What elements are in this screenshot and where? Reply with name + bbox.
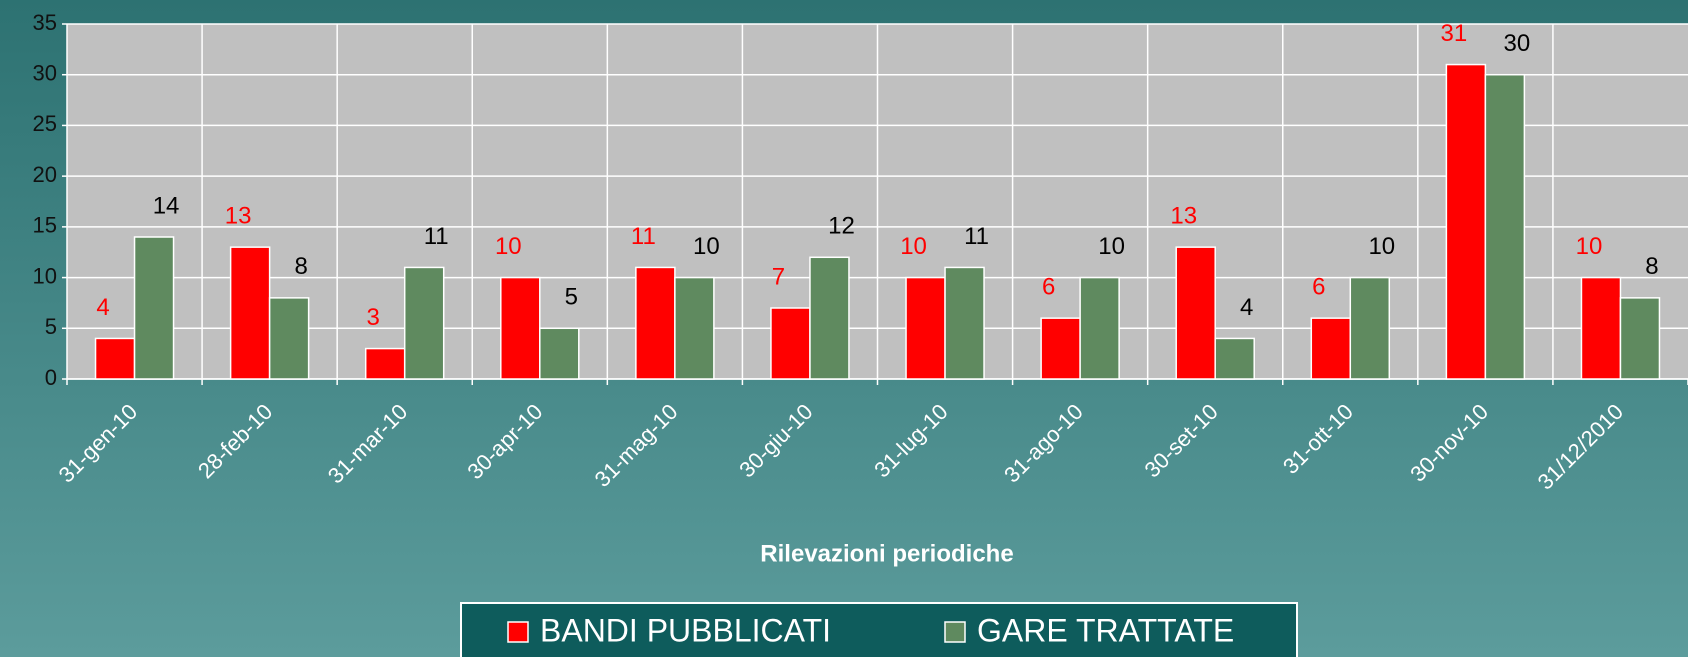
bar <box>364 347 406 380</box>
bar <box>1484 73 1526 380</box>
data-label: 4 <box>1240 294 1253 321</box>
data-label: 6 <box>1312 273 1325 300</box>
data-label: 13 <box>225 202 252 229</box>
y-tick-label: 25 <box>33 111 57 136</box>
data-label: 31 <box>1441 20 1468 47</box>
data-label: 6 <box>1042 273 1055 300</box>
data-label: 11 <box>964 223 989 250</box>
bar <box>268 297 310 380</box>
data-label: 12 <box>828 213 855 240</box>
y-tick-label: 30 <box>33 61 57 86</box>
x-axis-title: Rilevazioni periodiche <box>760 540 1013 567</box>
bar <box>1079 276 1120 380</box>
bar <box>1349 276 1391 380</box>
data-label: 14 <box>153 192 180 219</box>
data-label: 5 <box>565 284 578 311</box>
y-tick-label: 10 <box>33 263 57 288</box>
data-label: 10 <box>1098 233 1125 260</box>
bar <box>809 256 850 380</box>
y-tick-label: 15 <box>33 213 57 238</box>
bar <box>1040 317 1081 380</box>
legend-label: GARE TRATTATE <box>977 612 1234 648</box>
data-label: 4 <box>96 294 109 321</box>
data-label: 10 <box>1368 233 1395 260</box>
bar <box>905 276 946 380</box>
data-label: 3 <box>367 304 380 331</box>
bar <box>94 337 136 380</box>
data-label: 30 <box>1504 30 1531 57</box>
bar <box>500 276 541 380</box>
legend-swatch <box>507 621 529 643</box>
bar <box>1214 337 1255 380</box>
y-tick-label: 0 <box>45 365 57 390</box>
data-label: 8 <box>1645 253 1658 280</box>
y-tick-label: 20 <box>33 162 57 187</box>
bar <box>403 266 445 380</box>
legend-label: BANDI PUBBLICATI <box>540 612 831 648</box>
data-label: 11 <box>424 223 449 250</box>
bar <box>229 246 271 380</box>
data-label: 10 <box>495 233 522 260</box>
bar <box>539 327 580 380</box>
bar <box>1580 276 1622 380</box>
bar <box>1175 246 1216 380</box>
bar <box>1445 63 1487 380</box>
bar <box>1619 297 1661 380</box>
data-label: 10 <box>900 233 927 260</box>
bar <box>674 276 715 380</box>
bar <box>635 266 676 380</box>
data-label: 10 <box>693 233 720 260</box>
bar <box>770 307 811 380</box>
data-label: 8 <box>294 253 307 280</box>
y-tick-label: 35 <box>33 10 57 35</box>
data-label: 10 <box>1576 233 1603 260</box>
bar <box>944 266 985 380</box>
data-label: 11 <box>631 223 656 250</box>
y-tick-label: 5 <box>45 314 57 339</box>
legend-swatch <box>944 621 966 643</box>
legend <box>460 602 1298 657</box>
bar <box>1310 317 1352 380</box>
data-label: 13 <box>1170 202 1197 229</box>
data-label: 7 <box>772 263 785 290</box>
bar <box>133 236 175 380</box>
